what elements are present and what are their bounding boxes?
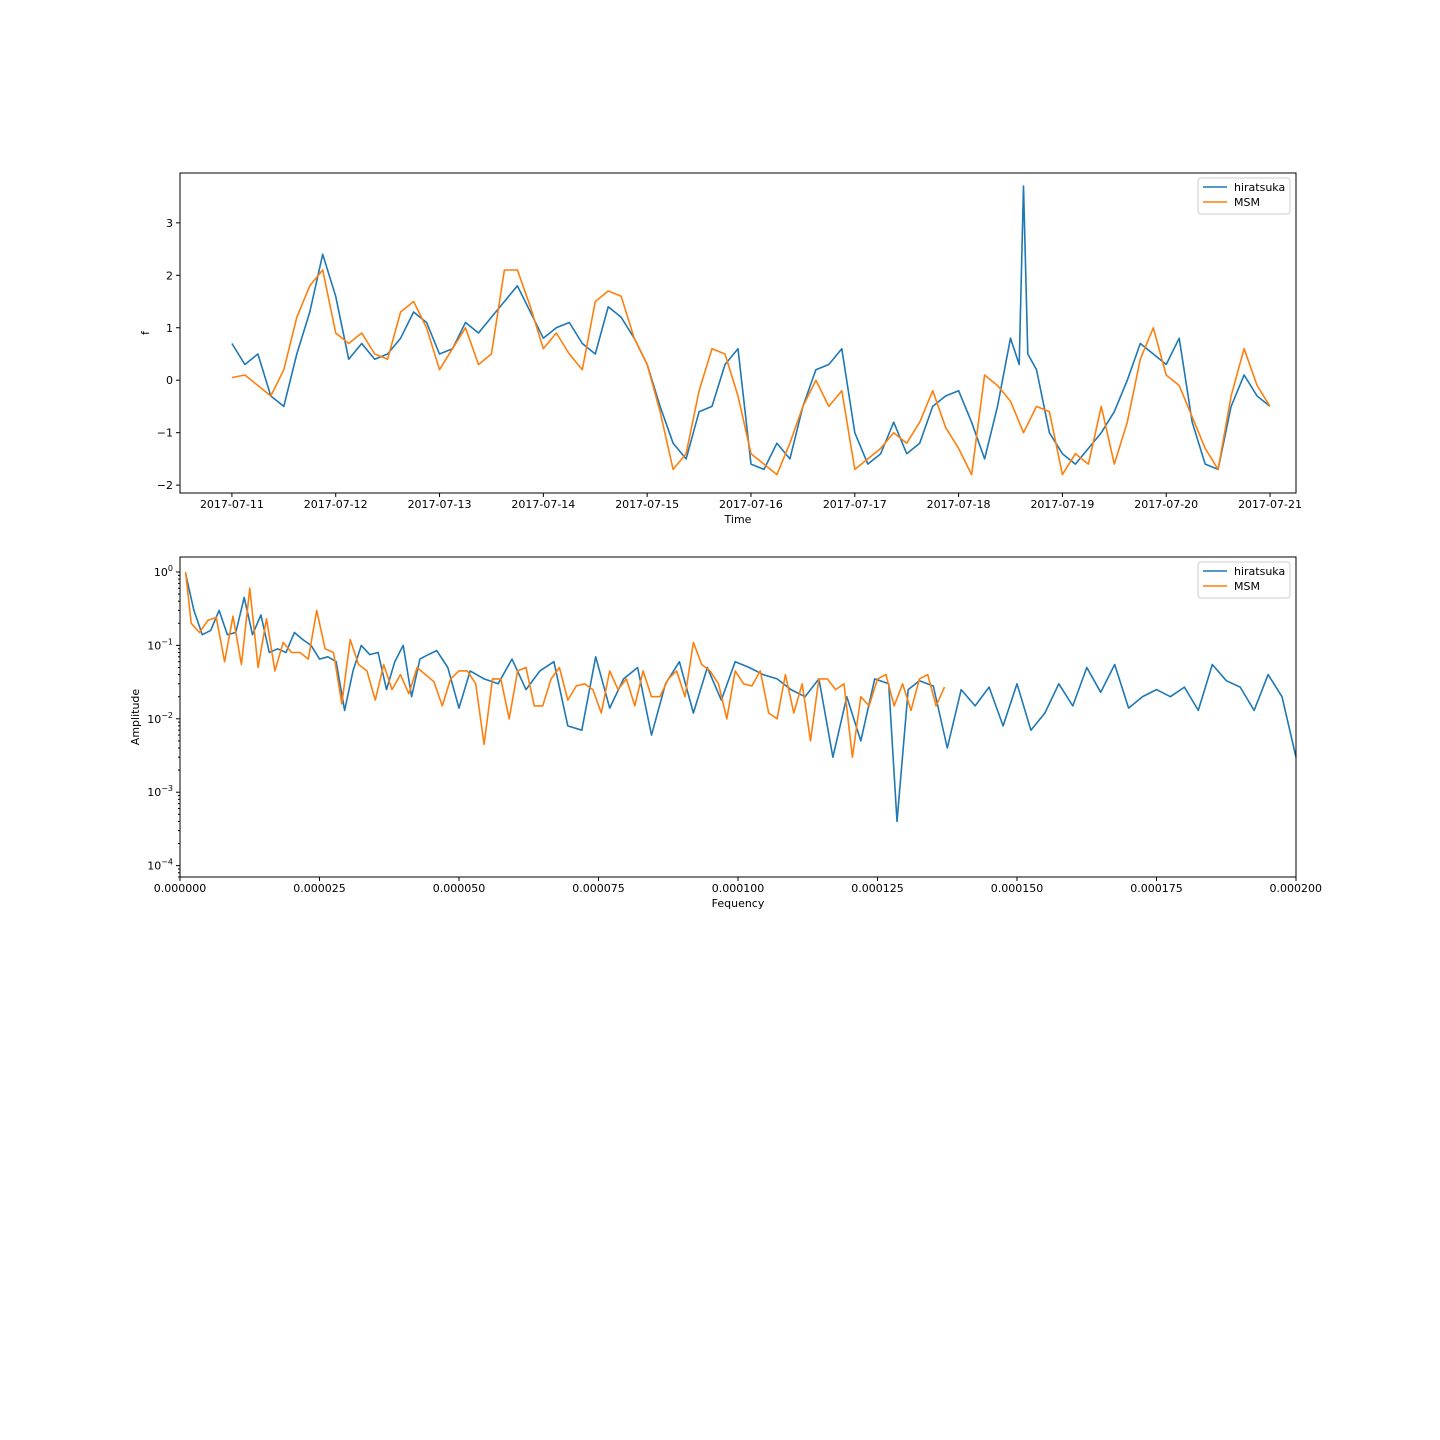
time-series-plot-area — [179, 172, 1297, 494]
spectrum-y-tick-label: 10−3 — [147, 784, 173, 799]
time-series-x-tick-label: 2017-07-11 — [200, 498, 264, 511]
time-series-x-ticks: 2017-07-11 2017-07-12 2017-07-13 2017-07-14… — [200, 493, 1302, 511]
spectrum-y-axis-label: Amplitude — [129, 689, 142, 746]
spectrum-legend-hiratsuka-label: hiratsuka — [1234, 565, 1285, 578]
time-series-axes-frame — [179, 172, 1297, 494]
time-series-y-tick-label: −2 — [157, 479, 173, 492]
time-series-y-tick-label: 0 — [166, 374, 173, 387]
spectrum-legend-msm-label: MSM — [1234, 580, 1260, 593]
spectrum-x-axis-label: Fequency — [712, 897, 765, 910]
spectrum-y-tick-label: 10−2 — [147, 711, 173, 726]
spectrum-y-ticks: 100 10−1 10−2 10−3 10−4 — [147, 564, 180, 878]
time-series-legend-hiratsuka-label: hiratsuka — [1234, 181, 1285, 194]
time-series-x-tick-label: 2017-07-19 — [1030, 498, 1094, 511]
spectrum-x-tick-label: 0.000075 — [572, 882, 625, 895]
time-series-y-ticks: −2 −1 0 1 2 3 — [157, 217, 180, 492]
time-series-legend: hiratsuka MSM — [1197, 177, 1291, 215]
spectrum-x-ticks: 0.000000 0.000025 0.000050 0.000075 0.000100… — [154, 877, 1322, 895]
spectrum-x-tick-label: 0.000200 — [1270, 882, 1323, 895]
spectrum-line-hiratsuka — [184, 573, 1297, 823]
time-series-y-tick-label: 3 — [166, 217, 173, 230]
time-series-y-tick-label: −1 — [157, 427, 173, 440]
time-series-y-tick-label: 1 — [166, 322, 173, 335]
time-series-x-tick-label: 2017-07-17 — [823, 498, 887, 511]
time-series-legend-msm-label: MSM — [1234, 196, 1260, 209]
time-series-x-tick-label: 2017-07-20 — [1134, 498, 1198, 511]
spectrum-y-tick-label: 10−1 — [147, 637, 173, 652]
spectrum-x-tick-label: 0.000175 — [1130, 882, 1183, 895]
spectrum-x-tick-label: 0.000125 — [851, 882, 904, 895]
time-series-y-axis-label: f — [139, 330, 152, 335]
time-series-x-tick-label: 2017-07-13 — [408, 498, 472, 511]
spectrum-legend: hiratsuka MSM — [1197, 561, 1291, 599]
time-series-x-tick-label: 2017-07-14 — [511, 498, 575, 511]
time-series-x-tick-label: 2017-07-12 — [304, 498, 368, 511]
time-series-x-tick-label: 2017-07-21 — [1238, 498, 1302, 511]
spectrum-x-tick-label: 0.000000 — [154, 882, 207, 895]
spectrum-line-msm — [184, 571, 946, 759]
time-series-x-axis-label: Time — [724, 513, 752, 526]
time-series-x-tick-label: 2017-07-18 — [927, 498, 991, 511]
time-series-y-tick-label: 2 — [166, 269, 173, 282]
time-series-x-tick-label: 2017-07-15 — [615, 498, 679, 511]
spectrum-y-tick-label: 10−4 — [147, 858, 173, 873]
spectrum-x-tick-label: 0.000050 — [433, 882, 486, 895]
spectrum-y-tick-label: 100 — [154, 564, 173, 579]
spectrum-x-tick-label: 0.000025 — [293, 882, 346, 895]
time-series-x-tick-label: 2017-07-16 — [719, 498, 783, 511]
spectrum-panel: 0.000000 0.000025 0.000050 0.000075 0.000100… — [129, 556, 1322, 910]
time-series-line-msm — [231, 269, 1271, 476]
spectrum-x-tick-label: 0.000150 — [991, 882, 1044, 895]
time-series-panel: 2017-07-11 2017-07-12 2017-07-13 2017-07-14… — [139, 172, 1302, 526]
spectrum-x-tick-label: 0.000100 — [712, 882, 765, 895]
